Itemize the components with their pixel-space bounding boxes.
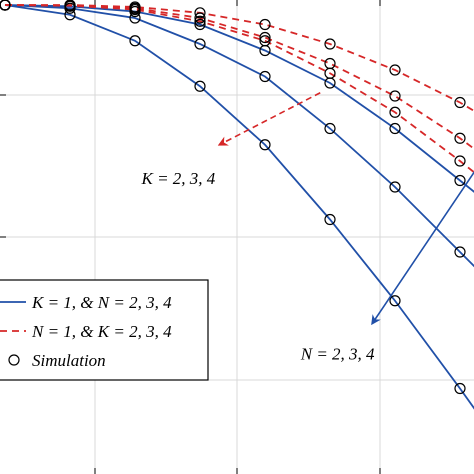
series-1-point-3 [194,38,206,50]
series-line-2 [4,4,474,193]
series-4-point-3 [194,12,206,24]
series-5-point-4 [259,18,271,31]
legend-label-0: K = 1, & N = 2, 3, 4 [31,293,172,312]
series-3-point-4 [259,35,271,47]
legend: K = 1, & N = 2, 3, 4 N = 1, & K = 2, 3, 4… [0,279,209,381]
annotation-label-0: K = 2, 3, 4 [141,169,216,188]
series-1-point-7 [454,246,466,258]
legend-label-2: Simulation [32,351,106,370]
legend-marker-2 [8,354,20,366]
series-line-0 [4,4,474,410]
series-3-point-7 [454,155,466,167]
annotations-group: K = 2, 3, 4 N = 2, 3, 4 [141,92,474,363]
series-4-point-6 [389,90,401,102]
legend-box [0,279,209,381]
series-line-1 [4,4,474,268]
series-5-point-0 [0,0,11,11]
axis-ticks [0,0,381,474]
annotation-arrow-1 [371,170,474,326]
series-1-point-4 [259,70,271,83]
series-4-point-5 [324,57,336,70]
series-line-5 [5,4,474,112]
series-5-point-5 [324,38,336,50]
series-2-point-7 [454,174,466,187]
legend-label-1: N = 1, & K = 2, 3, 4 [31,322,172,341]
series-5-point-2 [129,1,141,13]
series-4-point-7 [454,132,466,144]
series-3-point-6 [389,106,401,118]
series-3-point-3 [194,15,206,27]
series-5-point-3 [194,7,206,19]
series-0-point-4 [259,139,271,151]
series-0-point-6 [389,295,401,307]
series-line-4 [4,4,474,150]
series-2-point-3 [194,18,206,31]
series-5-point-6 [389,64,401,76]
series-5-point-1 [64,0,76,11]
series-1-point-5 [324,122,336,135]
series-5-point-7 [454,96,466,109]
annotation-arrow-0 [217,92,321,146]
series-0-point-2 [129,35,141,47]
series-1-point-6 [389,181,401,193]
series-0-point-5 [324,213,336,226]
annotation-label-1: N = 2, 3, 4 [300,344,375,363]
series-2-point-6 [389,122,401,135]
series-0-point-7 [454,382,466,395]
series-4-point-4 [259,31,271,44]
series-0-point-3 [194,80,206,92]
series-line-3 [4,4,474,174]
series-group [4,4,474,410]
